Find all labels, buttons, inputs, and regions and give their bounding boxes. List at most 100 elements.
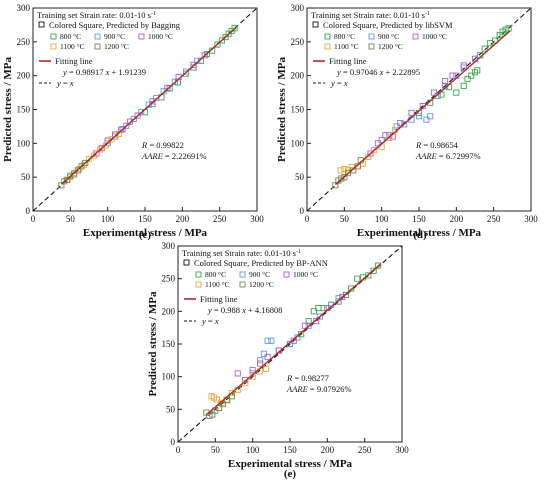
y-tick-label: 250 <box>291 37 305 47</box>
legend-square-title: Colored Square, Predicted by BP-ANN <box>194 258 328 268</box>
data-point <box>316 313 323 320</box>
panel-label: (c) <box>139 229 152 241</box>
data-point <box>430 89 437 96</box>
data-point <box>85 155 93 162</box>
data-point <box>386 134 393 141</box>
legend-square-title: Colored Square, Predicted by Bagging <box>49 20 181 30</box>
y-tick-label: 50 <box>166 404 176 414</box>
data-point <box>339 293 346 301</box>
data-point <box>82 159 89 167</box>
data-point <box>365 272 372 279</box>
stat-aare: AARE = 9.07926% <box>286 384 352 394</box>
x-tick-label: 150 <box>283 445 297 455</box>
legend-series-label: 1000 °C <box>422 32 447 41</box>
legend-series-label: 1200 °C <box>104 42 129 51</box>
data-point <box>91 152 98 159</box>
data-point <box>160 88 167 95</box>
y-tick-label: 300 <box>17 3 31 13</box>
data-point <box>423 116 430 123</box>
data-point <box>216 404 223 412</box>
legend-swatch <box>195 271 202 278</box>
x-axis-label: Experimental stress / MPa <box>83 227 208 239</box>
data-point <box>305 322 312 329</box>
y-tick-label: 100 <box>291 138 305 148</box>
data-point <box>190 61 197 68</box>
data-point <box>481 45 488 52</box>
y-tick-label: 200 <box>291 71 305 81</box>
data-point <box>218 37 225 44</box>
data-point <box>219 401 226 408</box>
y-tick-label: 300 <box>291 3 305 13</box>
legend-head: Training set Strain rate: 0.01-10 s-1 <box>182 248 301 258</box>
legend-diag-label: y = x <box>56 78 74 88</box>
data-point <box>127 118 134 125</box>
legend-swatch <box>94 43 101 50</box>
data-point <box>257 357 264 364</box>
y-tick-label: 100 <box>162 372 176 382</box>
data-point <box>234 370 241 377</box>
x-axis-label: Experimental stress / MPa <box>228 458 353 470</box>
y-tick-label: 250 <box>162 274 176 284</box>
y-tick-label: 0 <box>300 206 305 216</box>
x-tick-label: 300 <box>395 445 409 455</box>
data-point <box>103 142 110 149</box>
y-tick-label: 100 <box>17 138 31 148</box>
legend-diag-label: y = x <box>201 316 219 326</box>
fitting-line <box>334 30 511 186</box>
y-tick-label: 150 <box>162 339 176 349</box>
legend-swatch <box>239 281 246 288</box>
legend-swatch <box>368 33 375 40</box>
data-point <box>468 72 475 79</box>
y-tick-label: 0 <box>26 206 31 216</box>
legend-series-label: 900 °C <box>249 270 270 279</box>
data-point <box>320 305 327 312</box>
data-point <box>97 146 104 153</box>
data-point <box>370 267 377 274</box>
y-tick-label: 200 <box>162 306 176 316</box>
data-point <box>260 350 267 357</box>
data-point <box>427 113 434 120</box>
data-point <box>354 275 361 282</box>
data-point <box>397 119 404 127</box>
data-point <box>348 285 355 292</box>
y-tick-label: 150 <box>17 105 31 115</box>
y-tick-label: 300 <box>162 241 176 251</box>
legend-series-label: 800 °C <box>60 32 81 41</box>
data-point <box>249 367 256 374</box>
x-tick-label: 250 <box>358 445 372 455</box>
legend-fit-label: Fitting line <box>200 294 238 304</box>
legend-swatch <box>368 43 375 50</box>
legend-square-icon <box>183 259 190 266</box>
x-tick-label: 50 <box>211 445 221 455</box>
legend-series-label: 1100 °C <box>334 42 359 51</box>
legend-swatch <box>94 33 101 40</box>
legend-fit-equation: y = 0.98917 x + 1.91239 <box>62 67 146 77</box>
data-point <box>134 112 141 119</box>
data-point <box>335 298 342 305</box>
data-point <box>257 360 264 367</box>
data-point <box>231 25 238 32</box>
legend-series-label: 800 °C <box>334 32 355 41</box>
data-point <box>474 67 481 74</box>
legend-swatch <box>195 281 202 288</box>
chart-panel-2: 0 50 100 150 200 250 300 0 50 100 150 200 250 300 Expe… <box>276 3 538 239</box>
y-tick-label: 200 <box>17 71 31 81</box>
stat-r: R = 0.98654 <box>415 140 459 150</box>
chart-panel-1: 0 50 100 150 200 250 300 0 50 100 150 200 250 300 Expe… <box>2 3 264 239</box>
fitting-line <box>205 263 382 416</box>
legend-square-icon <box>312 21 319 28</box>
x-tick-label: 250 <box>487 214 501 224</box>
legend-series-label: 1100 °C <box>60 42 85 51</box>
data-point <box>341 165 348 173</box>
data-point <box>460 62 467 69</box>
data-point <box>183 68 190 75</box>
legend-fit-equation: y = 0.97046 x + 2.22895 <box>336 67 420 77</box>
panel-label: (d) <box>413 229 427 241</box>
data-point <box>460 82 467 89</box>
data-point <box>74 167 81 174</box>
data-point <box>268 337 275 344</box>
data-point <box>408 109 415 116</box>
panel-label: (e) <box>284 468 297 480</box>
data-point <box>453 89 460 96</box>
